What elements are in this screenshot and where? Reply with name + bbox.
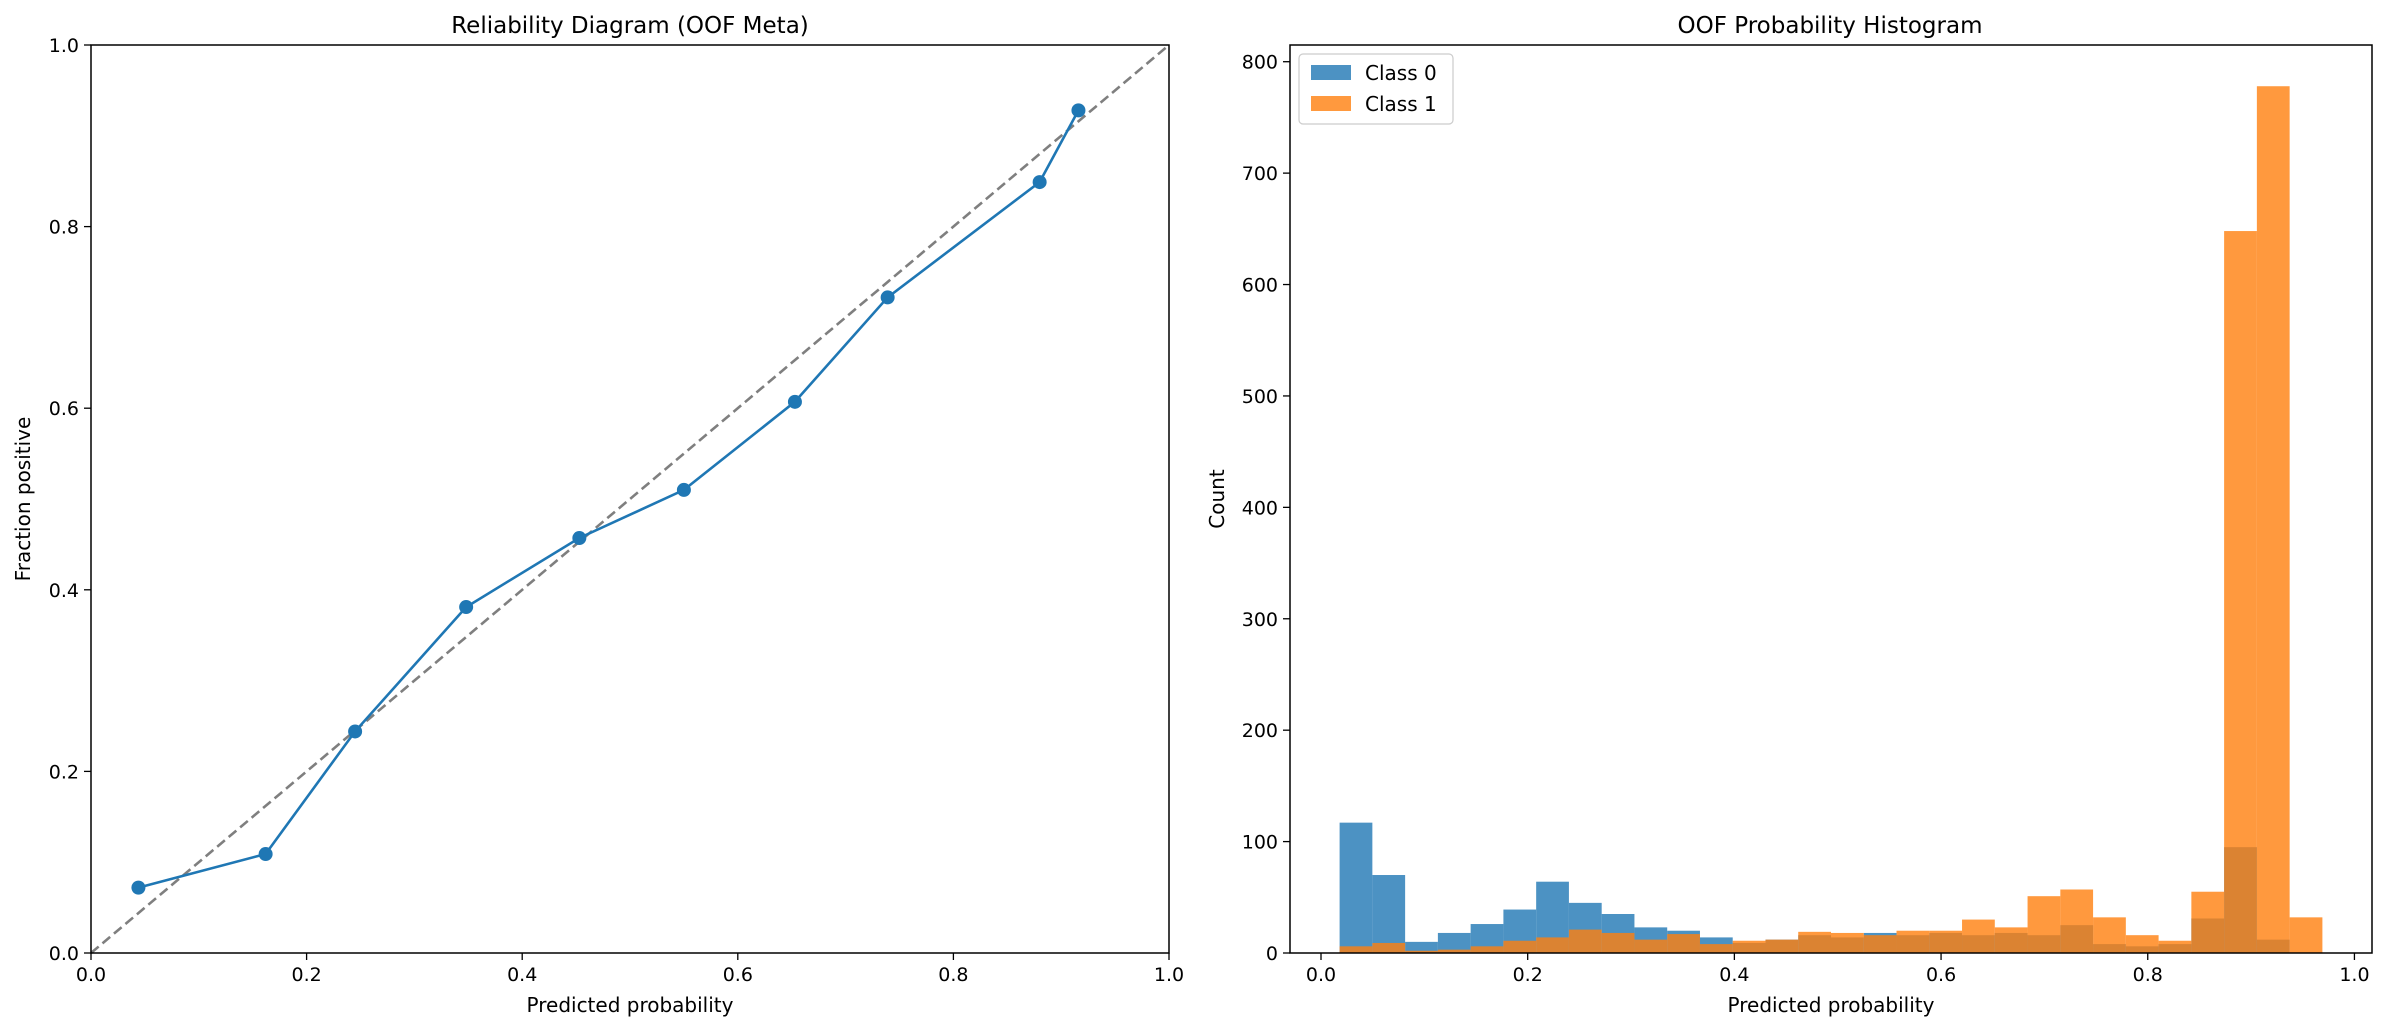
reference-diagonal-line: [90, 44, 1170, 954]
reliability-x-axis-label: Predicted probability: [527, 993, 734, 1017]
reliability-x-tick-label: 1.0: [1154, 964, 1184, 986]
histogram-bar-class-1: [1437, 949, 1471, 953]
histogram-plot-frame: [1289, 44, 2373, 954]
histogram-bar-class-1: [1896, 930, 1930, 953]
reliability-y-tick-label: 0.4: [49, 580, 79, 602]
histogram-bar-class-1: [1667, 934, 1700, 953]
calibration-point: [676, 482, 691, 497]
calibration-point: [787, 394, 802, 409]
calibration-point: [1071, 103, 1086, 118]
histogram-bar-class-1: [2027, 896, 2061, 953]
calibration-point: [880, 290, 895, 305]
histogram-bar-class-0: [1339, 822, 1373, 953]
reliability-y-tick-label: 0.2: [49, 761, 79, 783]
histogram-plot-area: 0.0 0.2 0.4 0.6 0.8 1.0 0 100 200 300 400 500 600 700…: [1242, 52, 2370, 986]
reliability-x-tick-label: 0.8: [938, 964, 968, 986]
histogram-bar-class-0: [1437, 932, 1471, 953]
reliability-y-axis-label: Fraction positive: [11, 417, 35, 582]
legend-label-class-1: Class 1: [1365, 92, 1437, 116]
reliability-plot-frame: [90, 44, 1170, 954]
calibration-point: [348, 724, 363, 739]
histogram-bar-class-1: [1798, 931, 1831, 953]
reliability-y-tick-label: 0.8: [49, 217, 79, 239]
histogram-bar-class-1: [2289, 917, 2323, 953]
histogram-bar-class-1: [2224, 231, 2257, 953]
histogram-bar-class-0: [1405, 941, 1438, 953]
histogram-chart-title: OOF Probability Histogram: [1678, 13, 1983, 39]
reliability-plot-area: 0.0 0.2 0.4 0.6 0.8 1.0 0.0 0.2 0.4 0.6 0.8 1.0: [49, 35, 1184, 986]
histogram-y-tick-label: 600: [1242, 275, 1278, 297]
histogram-x-tick-label: 0.8: [2133, 964, 2163, 986]
reliability-y-tick-label: 0.6: [49, 398, 79, 420]
reliability-y-tick-label: 0.0: [49, 943, 79, 965]
reliability-x-tick-label: 0.0: [76, 964, 106, 986]
histogram-y-tick-label: 400: [1242, 497, 1278, 519]
histogram-bar-class-1: [2158, 940, 2192, 953]
histogram-x-tick-label: 0.2: [1513, 964, 1543, 986]
histogram-y-tick-label: 100: [1242, 832, 1278, 854]
reliability-x-tick-label: 0.2: [291, 964, 321, 986]
histogram-bar-class-1: [1405, 950, 1438, 953]
histogram-x-tick-label: 0.6: [1926, 964, 1956, 986]
histogram-bar-class-1: [1372, 942, 1406, 953]
histogram-bar-class-1: [1732, 940, 1766, 953]
histogram-bar-class-1: [1929, 930, 1963, 953]
histogram-bar-class-1: [1536, 937, 1569, 953]
histogram-y-tick-label: 800: [1242, 52, 1278, 74]
histogram-bar-class-1: [1962, 919, 1995, 953]
legend-swatch-class-0: [1311, 65, 1351, 80]
reliability-chart-title: Reliability Diagram (OOF Meta): [451, 13, 809, 39]
histogram-x-tick-label: 0.4: [1719, 964, 1749, 986]
histogram-y-tick-label: 500: [1242, 386, 1278, 408]
histogram-bar-class-1: [1634, 939, 1668, 953]
histogram-bar-class-1: [1699, 944, 1733, 953]
histogram-bar-class-1: [2125, 935, 2159, 953]
histogram-y-tick-label: 200: [1242, 720, 1278, 742]
histogram-bar-class-1: [1601, 932, 1635, 953]
histogram-bar-class-1: [1863, 935, 1897, 953]
histogram-bar-class-1: [1831, 932, 1864, 953]
histogram-bar-class-1: [2256, 86, 2290, 953]
histogram-y-axis-label: Count: [1205, 469, 1229, 529]
legend-swatch-class-1: [1311, 96, 1351, 111]
histogram-bar-class-1: [2060, 889, 2094, 953]
histogram-y-tick-label: 300: [1242, 609, 1278, 631]
histogram-bar-class-1: [2191, 891, 2225, 953]
histogram-y-tick-label: 0: [1266, 943, 1278, 965]
histogram-bar-class-0: [1372, 875, 1406, 953]
calibration-point: [258, 847, 273, 862]
reliability-x-tick-label: 0.6: [723, 964, 753, 986]
legend-label-class-0: Class 0: [1365, 61, 1437, 85]
histogram-bar-class-1: [1470, 946, 1504, 953]
histogram-bar-class-1: [1503, 940, 1537, 953]
histogram-legend: Class 0 Class 1: [1298, 53, 1454, 125]
histogram-x-axis-label: Predicted probability: [1728, 993, 1935, 1017]
histogram-bar-class-1: [1994, 927, 2028, 953]
histogram-bar-class-1: [2093, 917, 2126, 953]
calibration-point: [572, 531, 587, 546]
histogram-bar-class-1: [1568, 929, 1602, 953]
reliability-x-tick-label: 0.4: [507, 964, 537, 986]
histogram-bar-class-1: [1339, 946, 1373, 953]
histogram-y-tick-label: 700: [1242, 163, 1278, 185]
reliability-diagram-panel: Reliability Diagram (OOF Meta) 0.0 0.2 0.4…: [11, 13, 1184, 1017]
calibration-point: [1032, 175, 1047, 190]
reliability-y-tick-label: 1.0: [49, 35, 79, 57]
histogram-x-tick-label: 1.0: [2339, 964, 2369, 986]
calibration-point: [131, 880, 146, 895]
histogram-bar-class-1: [1765, 939, 1799, 953]
calibration-curve-line: [138, 109, 1080, 889]
histogram-x-tick-label: 0.0: [1306, 964, 1336, 986]
calibration-point: [459, 600, 474, 615]
probability-histogram-panel: OOF Probability Histogram 0.0 0.2 0.4 0.6 0.…: [1205, 13, 2373, 1017]
